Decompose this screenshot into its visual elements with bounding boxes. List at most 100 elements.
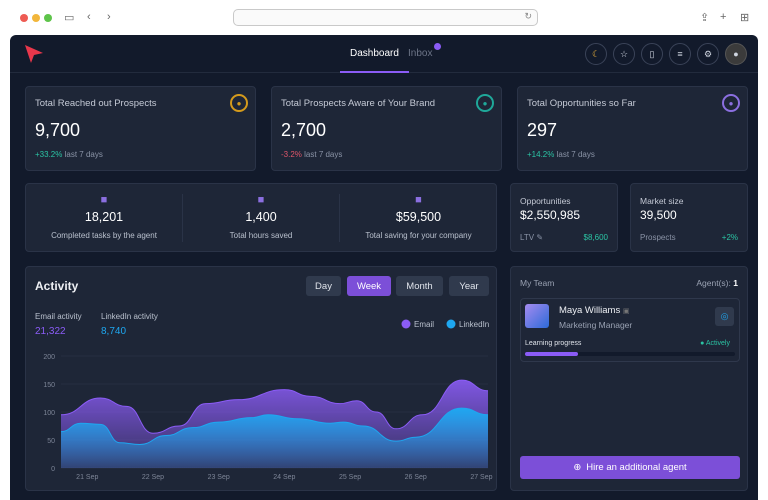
inbox-icon: ■	[100, 194, 108, 206]
clock-icon: ■	[257, 194, 265, 206]
kpi-change: +33.2%	[35, 150, 63, 159]
globe-icon: ●	[476, 94, 494, 112]
stat-value: $59,500	[395, 210, 442, 224]
forward-icon[interactable]: ›	[107, 11, 111, 23]
stat-label: Total saving for your company	[365, 231, 472, 240]
kpi-period: last 7 days	[304, 150, 343, 159]
range-label: Month	[406, 280, 433, 292]
linkedin-activity-label: LinkedIn activity	[101, 312, 158, 321]
avatar[interactable]: ●	[725, 43, 747, 65]
range-label: Week	[356, 280, 382, 292]
money-icon: ●	[722, 94, 740, 112]
url-bar[interactable]: ↻	[233, 9, 538, 26]
share-icon[interactable]: ⇪	[700, 12, 710, 24]
hire-agent-button[interactable]: ⊕ Hire an additional agent	[520, 456, 740, 479]
reload-icon[interactable]: ↻	[524, 11, 532, 21]
member-avatar	[525, 304, 549, 328]
kpi-value: 9,700	[35, 120, 81, 140]
range-month-button[interactable]: Month	[396, 276, 443, 296]
maximize-window-button[interactable]	[44, 14, 52, 22]
edit-icon[interactable]: ✎	[536, 233, 544, 242]
x-tick-label: 25 Sep	[339, 474, 361, 481]
notification-dot	[434, 43, 442, 50]
agents-label: Agent(s):	[696, 278, 731, 288]
team-title: My Team	[520, 278, 555, 288]
legend-label: LinkedIn	[459, 320, 489, 329]
member-name: Maya Williams	[559, 305, 621, 316]
learning-progress-bar	[525, 352, 735, 356]
star-icon[interactable]: ☆	[613, 43, 635, 65]
back-icon[interactable]: ‹	[87, 11, 91, 23]
my-team-card: My Team Agent(s): 1 Maya Williams ▣ Mark…	[510, 266, 748, 491]
kpi-change: +14.2%	[527, 150, 555, 159]
plus-circle-icon: ⊕	[573, 462, 582, 473]
kpi-card: Total Prospects Aware of Your Brand ● 2,…	[271, 86, 502, 171]
y-tick-label: 0	[51, 466, 55, 473]
ltv-value: $8,600	[583, 233, 608, 242]
kpi-value: 2,700	[281, 120, 327, 140]
chat-icon[interactable]: ◎	[715, 307, 734, 326]
team-member-card[interactable]: Maya Williams ▣ Marketing Manager ◎ Lear…	[520, 298, 740, 362]
agent-stats-card: ■ 18,201 Completed tasks by the agent ■ …	[25, 183, 497, 252]
status-dot: ●	[700, 340, 705, 347]
progress-label: Learning progress	[525, 340, 582, 347]
x-tick-label: 26 Sep	[405, 474, 427, 481]
y-tick-label: 150	[43, 382, 55, 389]
range-day-button[interactable]: Day	[306, 276, 341, 296]
member-role: Marketing Manager	[559, 320, 633, 330]
series-area-linkedin	[61, 408, 488, 468]
legend-label: Email	[414, 320, 434, 329]
money-icon: ■	[415, 194, 422, 206]
close-window-button[interactable]	[20, 14, 28, 22]
ltv-label: LTV	[520, 233, 535, 242]
new-tab-icon[interactable]: +	[720, 11, 727, 23]
kpi-card: Total Reached out Prospects ● 9,700 +33.…	[25, 86, 256, 171]
series-line-linkedin	[60, 407, 489, 445]
series-line-email	[60, 379, 489, 434]
status-text: Actively	[705, 340, 730, 347]
tab-dashboard[interactable]: Dashboard	[340, 48, 409, 73]
gear-icon[interactable]: ⚙	[697, 43, 719, 65]
tab-inbox[interactable]: Inbox	[408, 43, 442, 59]
linkedin-activity-value: 8,740	[101, 326, 127, 337]
stat-item: ■ 18,201 Completed tasks by the agent	[26, 194, 183, 242]
prospects-label: Prospects	[640, 233, 676, 242]
email-activity-value: 21,322	[35, 326, 66, 337]
x-tick-label: 21 Sep	[76, 474, 98, 481]
activity-chart: 0 50 100 150 200 21 Sep 22 Sep 23 Sep 24 Sep 25 S…	[43, 319, 493, 481]
kpi-card: Total Opportunities so Far ● 297 +14.2% …	[517, 86, 748, 171]
tab-label: Inbox	[408, 48, 433, 59]
card-value: $2,550,985	[520, 208, 581, 222]
progress-fill	[525, 352, 578, 356]
range-label: Day	[315, 280, 332, 292]
tabs-grid-icon[interactable]: ⊞	[740, 12, 750, 24]
legend-marker	[401, 319, 411, 329]
kpi-change: -3.2%	[281, 150, 302, 159]
book-icon[interactable]: ▯	[641, 43, 663, 65]
x-tick-label: 23 Sep	[208, 474, 230, 481]
moon-icon[interactable]: ☾	[585, 43, 607, 65]
dashboard-app: Dashboard Inbox ☾ ☆ ▯ ≡ ⚙ ● Total Reache…	[10, 35, 758, 500]
logo-icon	[25, 45, 43, 63]
range-year-button[interactable]: Year	[449, 276, 489, 296]
stat-label: Total hours saved	[229, 231, 293, 240]
stat-item: ■ 1,400 Total hours saved	[183, 194, 340, 242]
sidebar-icon[interactable]: ▭	[64, 12, 75, 24]
range-week-button[interactable]: Week	[347, 276, 391, 296]
minimize-window-button[interactable]	[32, 14, 40, 22]
market-size-card: Market size 39,500 Prospects +2%	[630, 183, 748, 252]
kpi-title: Total Prospects Aware of Your Brand	[281, 98, 436, 109]
database-icon[interactable]: ≡	[669, 43, 691, 65]
id-card-icon: ▣	[622, 308, 630, 315]
stat-value: 1,400	[245, 210, 277, 224]
activity-card: Activity Day Week Month Year Email activity…	[25, 266, 497, 491]
stat-label: Completed tasks by the agent	[51, 231, 157, 240]
activity-title: Activity	[35, 279, 79, 293]
y-tick-label: 50	[47, 438, 55, 445]
kpi-value: 297	[527, 120, 558, 140]
card-title: Opportunities	[520, 196, 571, 206]
market-change: +2%	[721, 233, 738, 242]
y-tick-label: 200	[43, 354, 55, 361]
y-tick-label: 100	[43, 410, 55, 417]
kpi-title: Total Opportunities so Far	[527, 98, 636, 109]
